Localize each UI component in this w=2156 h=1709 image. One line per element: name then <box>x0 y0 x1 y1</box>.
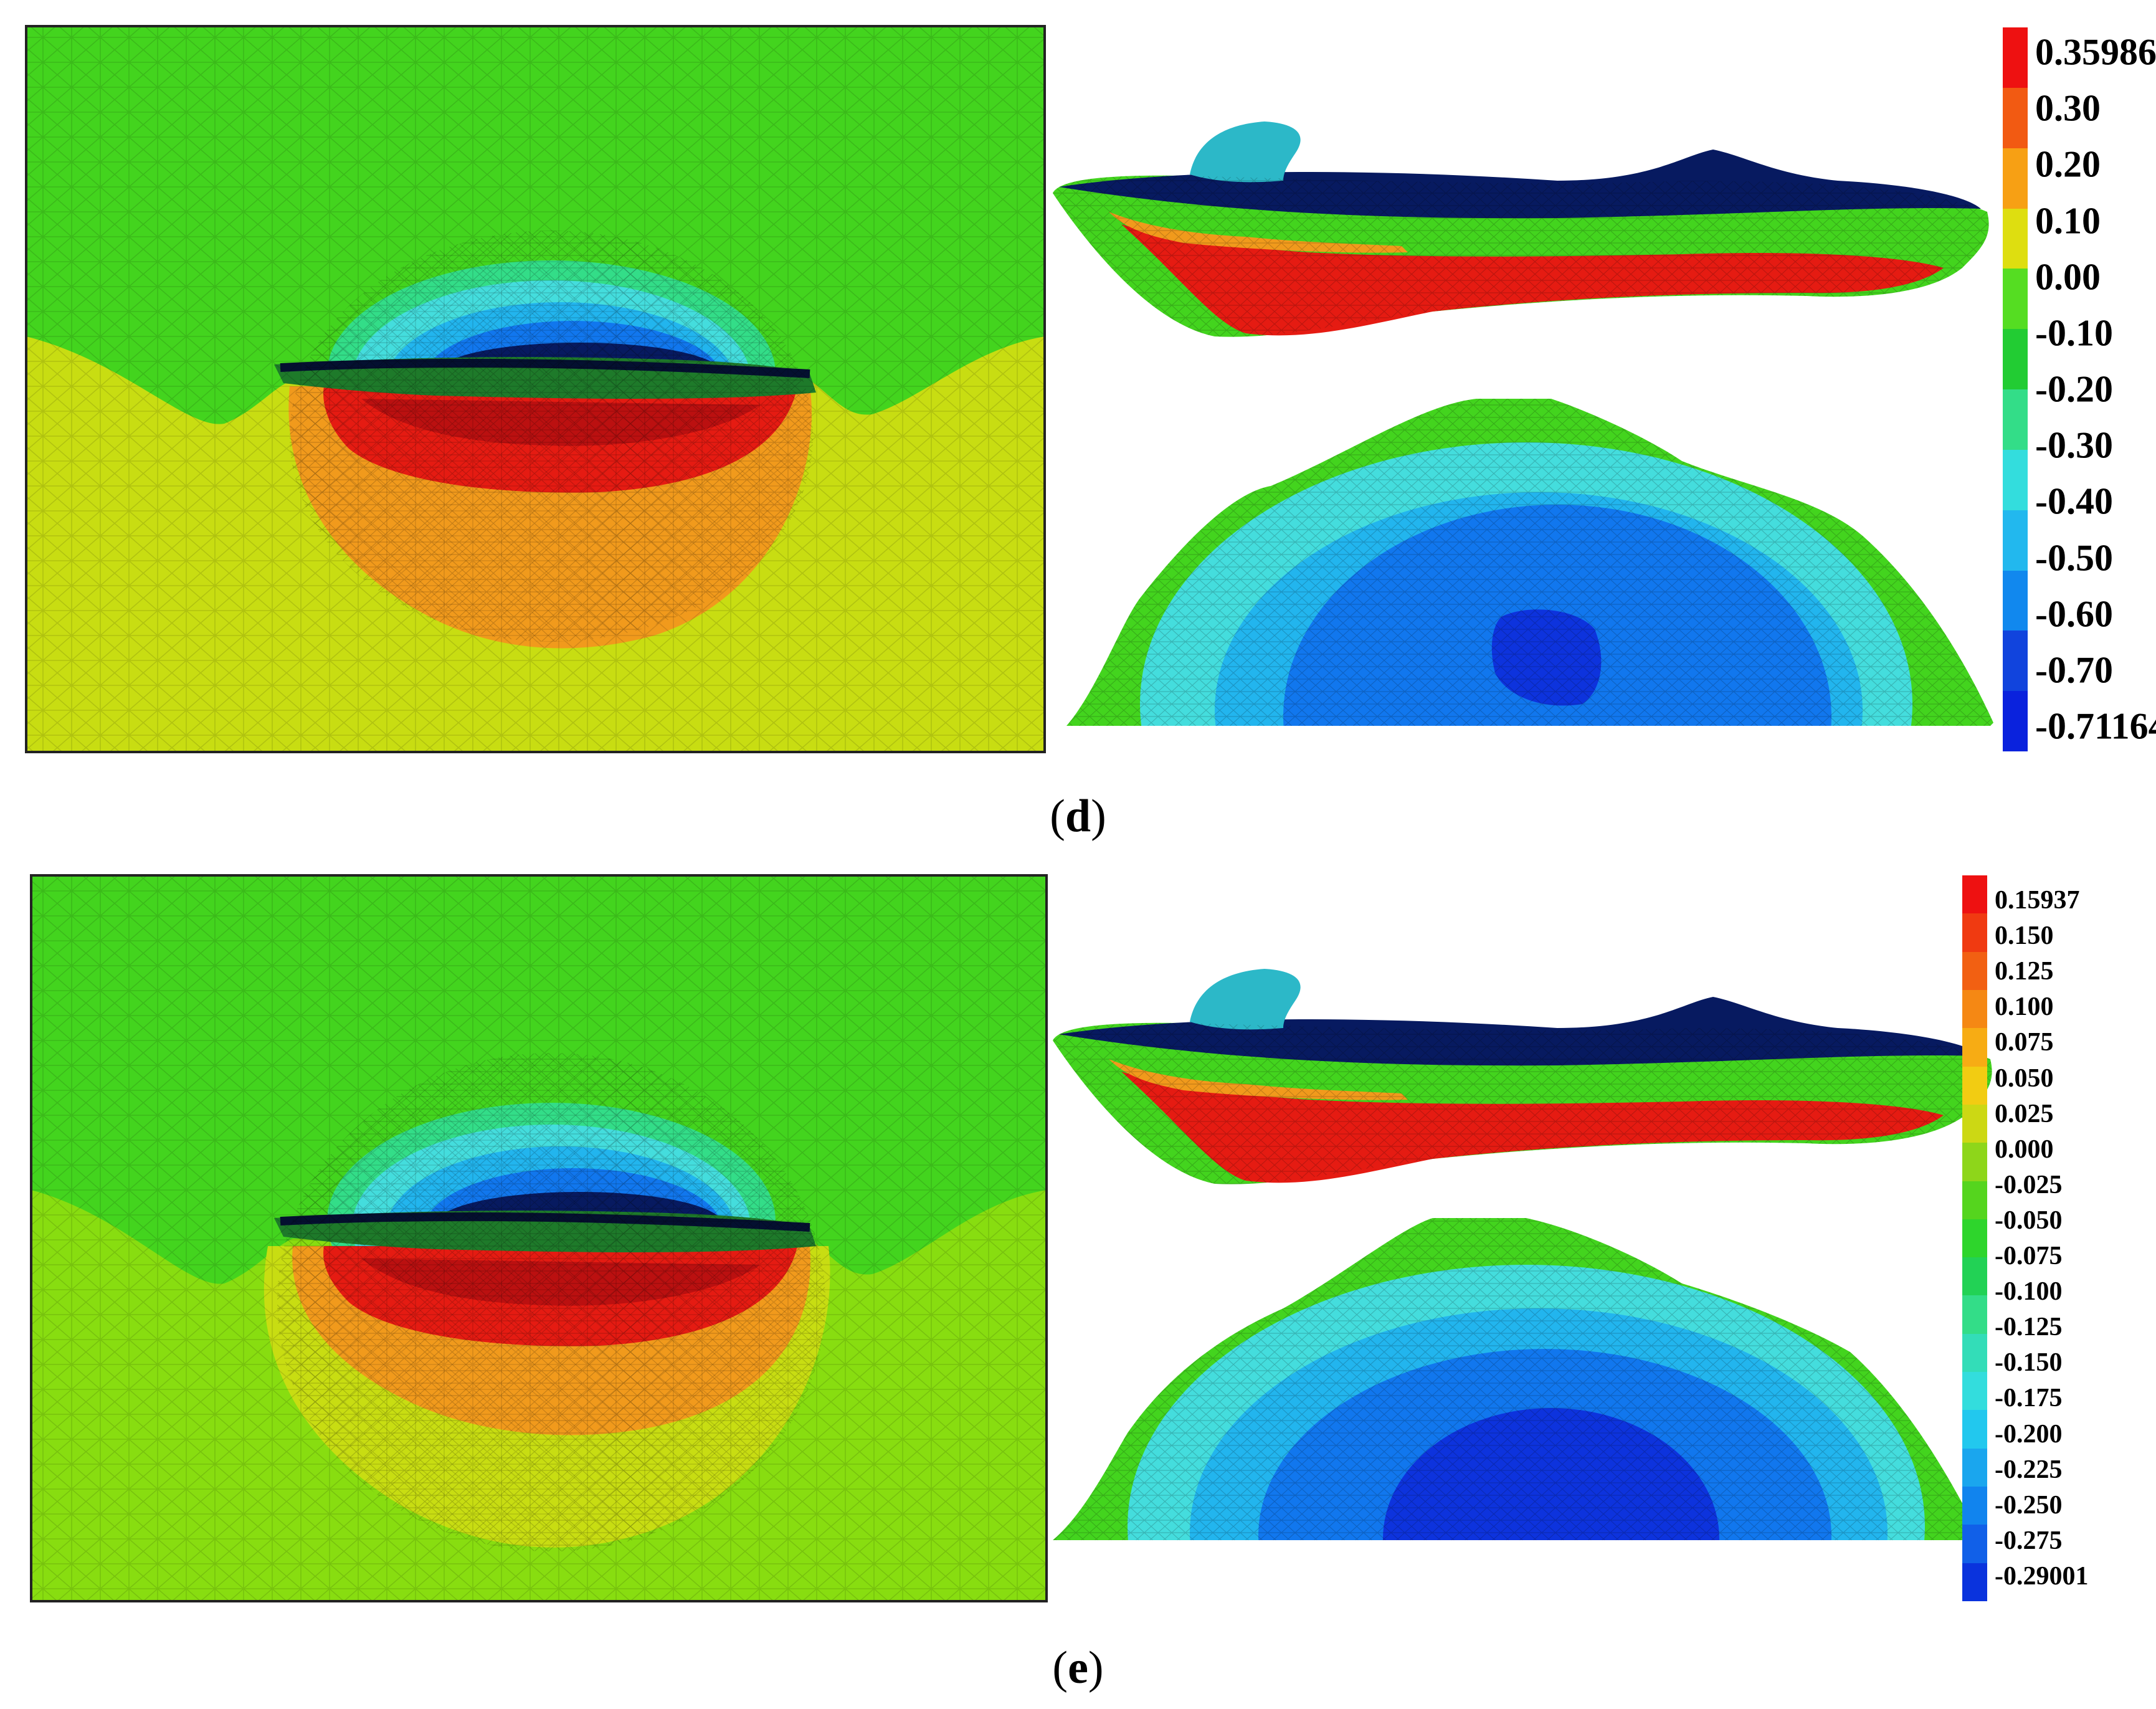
colorbar-swatch <box>2003 510 2028 571</box>
colorbar-swatch <box>2003 269 2028 330</box>
colorbar-swatch <box>1962 1181 1987 1220</box>
colorbar-label: -0.125 <box>1995 1313 2063 1342</box>
colorbar-label: 0.30 <box>2035 87 2101 129</box>
colorbar-label: -0.100 <box>1995 1277 2063 1307</box>
colorbar-swatch <box>2003 449 2028 511</box>
colorbar-label: 0.150 <box>1995 921 2054 951</box>
colorbar-swatch <box>1962 1410 1987 1449</box>
colorbar-label: 0.15937 <box>1995 886 2080 915</box>
colorbar-swatch <box>1962 1487 1987 1525</box>
colorbar-swatch <box>1962 1066 1987 1105</box>
colorbar-swatch <box>1962 1257 1987 1296</box>
colorbar-label: -0.70 <box>2035 649 2113 691</box>
field-frame-e <box>30 874 1048 1602</box>
crack-face-top-d <box>1053 121 1989 337</box>
colorbar-label: -0.075 <box>1995 1242 2063 1271</box>
crack-tip-cyan-e <box>1190 969 1301 1030</box>
crack-face-mesh-e <box>1053 1022 1992 1184</box>
caption-letter-e: e <box>1068 1642 1088 1693</box>
colorbar-label: 0.00 <box>2035 256 2101 298</box>
crack-face-top-e <box>1053 969 1992 1184</box>
colorbar-label: -0.025 <box>1995 1170 2063 1199</box>
colorbar-swatch <box>1962 1525 1987 1564</box>
colorbar-label: 0.075 <box>1995 1028 2054 1057</box>
colorbar-swatch <box>2003 329 2028 390</box>
crack-face-mesh-d <box>1053 175 1989 337</box>
colorbar-swatch <box>2003 87 2028 149</box>
colorbar-label: -0.30 <box>2035 424 2113 466</box>
panel-e: 0.15937 0.150 0.125 0.100 0.075 0.050 0.025 0.0… <box>0 854 2156 1709</box>
colorbar-label: 0.20 <box>2035 143 2101 185</box>
colorbar-label: -0.200 <box>1995 1419 2063 1449</box>
colorbar-label: -0.150 <box>1995 1348 2063 1378</box>
contour-figure-d <box>25 25 1993 753</box>
field-plot-d <box>26 26 1045 752</box>
colorbar-label: -0.050 <box>1995 1206 2063 1235</box>
colorbar-swatch <box>1962 1295 1987 1335</box>
crack-front-bowl-d <box>1066 399 1993 726</box>
colorbar-swatch <box>2003 631 2028 692</box>
colorbar-label: -0.60 <box>2035 593 2113 635</box>
colorbar-label: -0.40 <box>2035 480 2113 522</box>
colorbar-swatch <box>2003 389 2028 450</box>
colorbar-swatch <box>1962 1104 1987 1143</box>
colorbar-label: -0.20 <box>2035 368 2113 410</box>
colorbar-swatch <box>2003 148 2028 209</box>
colorbar-swatch <box>1962 1372 1987 1411</box>
colorbar-label: -0.29001 <box>1995 1562 2089 1591</box>
colorbar-label: -0.175 <box>1995 1384 2063 1413</box>
colorbar-swatch <box>1962 989 1987 1029</box>
colorbar-label: -0.10 <box>2035 312 2113 354</box>
colorbar-swatch <box>1962 1563 1987 1602</box>
colorbar-swatch <box>1962 1028 1987 1067</box>
colorbar-label: 0.100 <box>1995 993 2054 1022</box>
panel-d: 0.35986 0.30 0.20 0.10 0.00 -0.10 -0.20 -0.30 -0… <box>0 0 2156 854</box>
colorbar-swatch <box>1962 1143 1987 1182</box>
colorbar-swatch <box>2003 27 2028 88</box>
crack-front-bowl-e <box>1053 1218 1981 1540</box>
colorbar-label: -0.50 <box>2035 537 2113 578</box>
colorbar-swatch <box>1962 1448 1987 1487</box>
colorbar-label: 0.35986 <box>2035 31 2156 73</box>
colorbar-label: 0.10 <box>2035 200 2101 241</box>
colorbar-swatch <box>1962 875 1987 914</box>
colorbar-swatch <box>2003 691 2028 752</box>
colorbar-label: 0.050 <box>1995 1064 2054 1093</box>
caption-letter-d: d <box>1065 791 1091 842</box>
colorbar-swatch <box>1962 1219 1987 1258</box>
colorbar-label: -0.225 <box>1995 1455 2063 1484</box>
colorbar-swatch <box>1962 913 1987 953</box>
colorbar-label: -0.71164 <box>2035 705 2156 747</box>
colorbar-e: 0.15937 0.150 0.125 0.100 0.075 0.050 0.025 0.0… <box>1962 875 2149 1602</box>
colorbar-label: 0.125 <box>1995 957 2054 986</box>
caption-d: (d) <box>1050 791 1106 842</box>
crack-tip-cyan-d <box>1190 121 1301 183</box>
field-plot-e <box>31 875 1047 1601</box>
colorbar-swatch <box>2003 570 2028 631</box>
colorbar-d: 0.35986 0.30 0.20 0.10 0.00 -0.10 -0.20 -0.30 -0… <box>2003 27 2156 752</box>
colorbar-swatch <box>2003 208 2028 269</box>
contour-figure-e <box>30 874 1992 1602</box>
colorbar-label: 0.000 <box>1995 1135 2054 1164</box>
colorbar-label: -0.275 <box>1995 1526 2063 1555</box>
field-frame-d <box>25 25 1046 753</box>
colorbar-swatch <box>1962 1333 1987 1373</box>
colorbar-label: -0.250 <box>1995 1490 2063 1520</box>
colorbar-swatch <box>1962 951 1987 991</box>
caption-e: (e) <box>1052 1642 1104 1693</box>
colorbar-label: 0.025 <box>1995 1099 2054 1128</box>
